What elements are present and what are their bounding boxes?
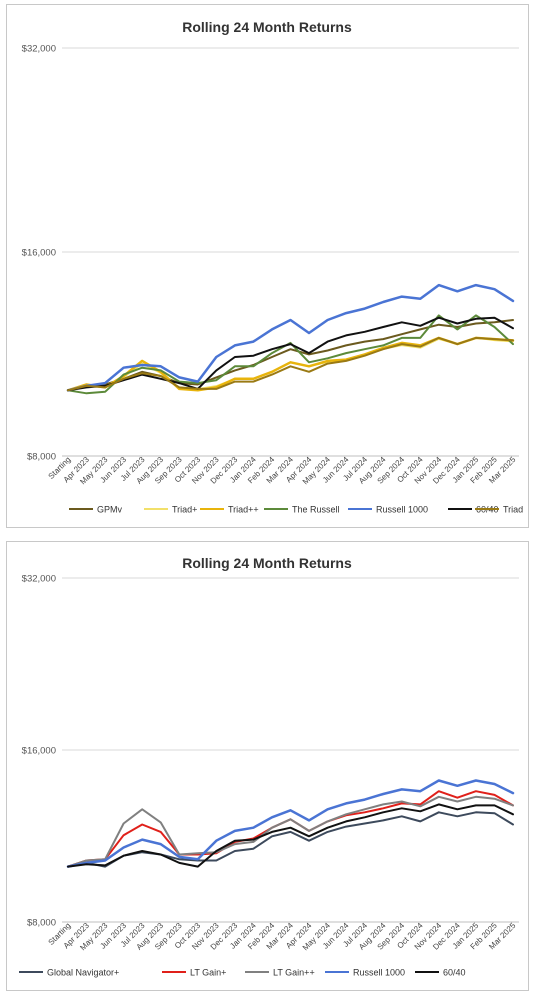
chart-panel-top: Rolling 24 Month Returns $32,000 $16,000 $…	[6, 4, 529, 528]
y-tick-label: $8,000	[27, 452, 56, 463]
legend-label: Russell 1000	[353, 968, 405, 978]
chart-panel-bottom: Rolling 24 Month Returns $32,000 $16,000 $…	[6, 541, 529, 991]
y-tick-label: $8,000	[27, 918, 56, 929]
legend-label: Global Navigator+	[47, 968, 119, 978]
series-line-triad-	[67, 337, 514, 392]
series-line-lt-gain-	[67, 790, 514, 868]
series-line-russell-1000	[66, 779, 515, 868]
chart-title: Rolling 24 Month Returns	[182, 19, 352, 35]
y-tick-label: $16,000	[22, 248, 56, 259]
series-line-60-40	[67, 803, 514, 868]
legend-label: GPMv	[97, 505, 123, 515]
y-tick-label: $16,000	[22, 746, 56, 757]
series-line-triad-	[66, 336, 515, 392]
series-line-global-navigator-	[67, 811, 514, 868]
series-line-lt-gain-	[67, 795, 514, 868]
series-line-60-40	[67, 316, 514, 392]
legend-label: The Russell	[292, 505, 340, 515]
chart-title: Rolling 24 Month Returns	[182, 555, 352, 571]
series-line-triad	[67, 336, 514, 392]
legend-label: Triad++	[228, 505, 259, 515]
legend-label: Triad+	[172, 505, 197, 515]
legend-label: Triad	[503, 505, 523, 515]
y-tick-label: $32,000	[22, 574, 56, 585]
chart-top: Rolling 24 Month Returns $32,000 $16,000 $…	[22, 19, 524, 515]
series-line-russell-1000	[66, 283, 515, 392]
series-line-the-russell	[67, 314, 514, 395]
chart-bottom: Rolling 24 Month Returns $32,000 $16,000 $…	[19, 555, 519, 978]
y-tick-label: $32,000	[22, 44, 56, 55]
legend-label: Russell 1000	[376, 505, 428, 515]
legend-label: LT Gain++	[273, 968, 315, 978]
series-line-gpmv	[67, 319, 514, 392]
legend-label: LT Gain+	[190, 968, 226, 978]
legend-label: 60/40	[443, 968, 466, 978]
